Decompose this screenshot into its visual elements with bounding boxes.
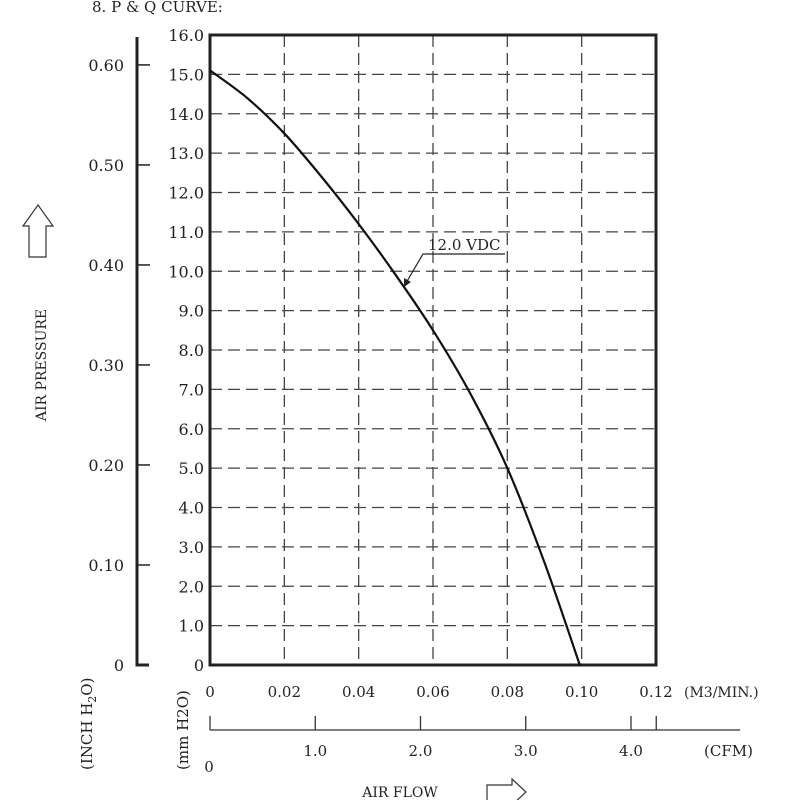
x-tick-label: 0.10 bbox=[565, 683, 598, 701]
inch-axis-line bbox=[135, 37, 149, 667]
y-axis-inch: 0 0.10 0.20 0.30 0.40 0.50 0.60 bbox=[88, 37, 150, 675]
y-tick-label: 3.0 bbox=[179, 538, 204, 557]
y-tick-label: 1.0 bbox=[179, 617, 204, 636]
x2-tick-label: 2.0 bbox=[409, 742, 433, 760]
cfm-zero-label: 0 bbox=[204, 758, 214, 776]
y2-tick-label: 0.40 bbox=[88, 256, 124, 275]
y-tick-label: 0 bbox=[194, 656, 204, 675]
x-tick-label: 0.12 bbox=[639, 683, 672, 701]
x-unit-cfm: (CFM) bbox=[704, 742, 753, 760]
y-tick-label: 10.0 bbox=[168, 262, 204, 281]
y-tick-label: 15.0 bbox=[168, 65, 204, 84]
y-tick-label: 13.0 bbox=[168, 144, 204, 163]
y-tick-label: 12.0 bbox=[168, 184, 204, 203]
y-tick-label: 11.0 bbox=[168, 223, 204, 242]
y-tick-label: 6.0 bbox=[179, 420, 204, 439]
right-arrow-icon bbox=[486, 777, 527, 800]
x2-tick-label: 3.0 bbox=[514, 742, 538, 760]
x2-tick-label: 1.0 bbox=[303, 742, 327, 760]
x-tick-label: 0.04 bbox=[342, 683, 375, 701]
x-axis-m3min: 0 0.02 0.04 0.06 0.08 0.10 0.12 bbox=[205, 683, 672, 701]
y-tick-label: 4.0 bbox=[179, 499, 204, 518]
x-tick-label: 0.02 bbox=[268, 683, 301, 701]
grid bbox=[210, 35, 656, 665]
y-axis-mm: 0 1.0 2.0 3.0 4.0 5.0 6.0 7.0 8.0 9.0 10.0 11.0 12.0… bbox=[168, 26, 204, 675]
x-unit-m3min: (M3/MIN.) bbox=[684, 685, 759, 701]
y2-tick-label: 0.30 bbox=[88, 356, 124, 375]
y-axis-label: AIR PRESSURE bbox=[34, 309, 50, 422]
y-tick-label: 8.0 bbox=[179, 341, 204, 360]
y-unit-inch: (INCH H2O) bbox=[78, 678, 99, 770]
annotation-12vdc: 12.0 VDC bbox=[404, 236, 505, 287]
y2-tick-label: 0.50 bbox=[88, 156, 124, 175]
series-line-12vdc bbox=[209, 69, 581, 666]
x-tick-label: 0.08 bbox=[491, 683, 524, 701]
y-tick-label: 14.0 bbox=[168, 105, 204, 124]
x2-tick-label: 4.0 bbox=[619, 742, 643, 760]
y-tick-label: 2.0 bbox=[179, 577, 204, 596]
annotation-leader bbox=[405, 253, 505, 284]
x-tick-label: 0.06 bbox=[416, 683, 449, 701]
x-tick-label: 0 bbox=[205, 683, 215, 701]
y-tick-label: 16.0 bbox=[168, 26, 204, 45]
annotation-label: 12.0 VDC bbox=[428, 236, 501, 254]
annotation-arrowhead bbox=[404, 278, 411, 287]
y2-tick-label: 0 bbox=[114, 656, 124, 675]
y-tick-label: 7.0 bbox=[179, 380, 204, 399]
y2-tick-label: 0.10 bbox=[88, 556, 124, 575]
x-axis-cfm: 1.0 2.0 3.0 4.0 bbox=[209, 716, 740, 760]
y2-tick-label: 0.60 bbox=[88, 56, 124, 75]
chart-title: 8. P & Q CURVE: bbox=[92, 0, 223, 16]
x-axis-label: AIR FLOW bbox=[361, 785, 438, 800]
y-unit-mm: (mm H2O) bbox=[174, 690, 192, 770]
up-arrow-icon bbox=[21, 203, 55, 258]
y2-tick-label: 0.20 bbox=[88, 456, 124, 475]
y-tick-label: 5.0 bbox=[179, 459, 204, 478]
y-tick-label: 9.0 bbox=[179, 302, 204, 321]
plot-frame bbox=[208, 33, 658, 667]
